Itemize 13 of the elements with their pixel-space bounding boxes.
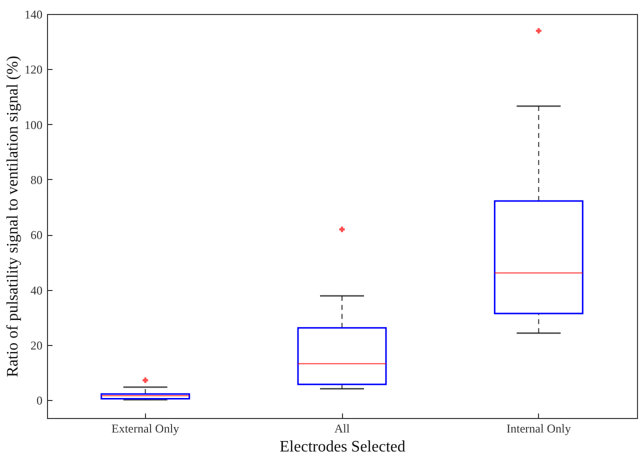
- y-tick-label: 120: [24, 62, 42, 77]
- x-axis-title: Electrodes Selected: [280, 438, 406, 456]
- y-tick-label: 40: [30, 283, 42, 298]
- y-tick-label: 140: [24, 8, 42, 22]
- y-tick-label: 20: [30, 338, 42, 352]
- y-tick-label: 100: [24, 118, 42, 132]
- y-tick-label: 60: [30, 228, 42, 242]
- x-tick-label: Internal Only: [506, 422, 571, 436]
- x-tick-label: All: [334, 422, 350, 436]
- y-tick-label: 0: [36, 394, 42, 408]
- y-tick-label: 80: [30, 172, 42, 187]
- x-tick-label: External Only: [112, 422, 180, 436]
- y-axis-title: Ratio of pulsatility signal to ventilation signal (%): [4, 56, 22, 378]
